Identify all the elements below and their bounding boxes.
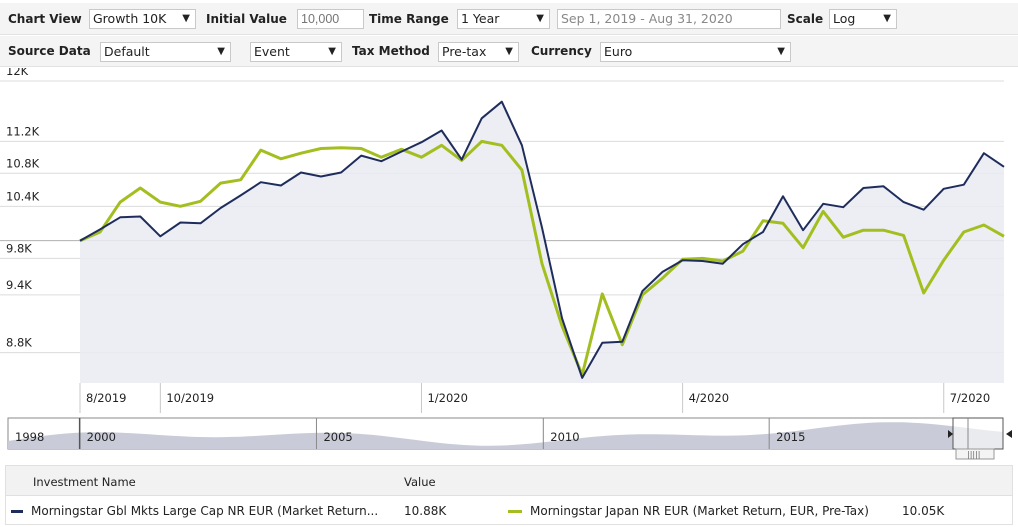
chart-area-fills xyxy=(80,101,1004,383)
y-tick-label: 11.2K xyxy=(6,124,40,138)
time-range-label: Time Range xyxy=(369,12,449,26)
navigator-history-area xyxy=(8,422,1003,449)
navigator-right-arrow-icon[interactable] xyxy=(948,430,953,438)
toolbar-primary: Chart View Growth 10K ▼ Initial Value Ti… xyxy=(0,3,1018,35)
currency-value: Euro xyxy=(604,44,633,59)
time-range-select[interactable]: 1 Year ▼ xyxy=(457,9,550,29)
x-tick-label: 4/2020 xyxy=(689,391,729,405)
toolbar-secondary: Source Data Default ▼ Event ▼ Tax Method… xyxy=(0,36,1018,67)
growth-chart: 8.8K 9.4K 9.8K 10.4K 10.8K 11.2K 12K 8/2019 10/… xyxy=(0,68,1018,463)
series-line-japan xyxy=(79,139,1005,377)
series-line-global xyxy=(79,100,1005,379)
y-tick-label: 10.4K xyxy=(6,189,40,203)
scale-label: Scale xyxy=(787,12,824,26)
chevron-down-icon: ▼ xyxy=(217,46,225,57)
row-investment-name[interactable]: Morningstar Japan NR EUR (Market Return,… xyxy=(530,504,869,518)
currency-label: Currency xyxy=(531,44,592,58)
tax-method-label: Tax Method xyxy=(352,44,430,58)
navigator-year-label: 2010 xyxy=(550,430,579,444)
scale-select[interactable]: Log ▼ xyxy=(829,9,897,29)
header-value: Value xyxy=(404,475,436,489)
time-range-value: 1 Year xyxy=(461,11,500,26)
row-value: 10.05K xyxy=(902,504,945,518)
row-value: 10.88K xyxy=(404,504,447,518)
x-tick-label: 8/2019 xyxy=(86,391,126,405)
chevron-down-icon: ▼ xyxy=(328,46,336,57)
navigator-year-label: 2005 xyxy=(323,430,352,444)
source-data-select[interactable]: Default ▼ xyxy=(100,42,231,62)
x-tick-label: 7/2020 xyxy=(950,391,990,405)
navigator-left-arrow-icon[interactable] xyxy=(1006,430,1012,438)
tax-method-select[interactable]: Pre-tax ▼ xyxy=(438,42,519,62)
chevron-down-icon: ▼ xyxy=(536,13,544,24)
y-tick-label: 9.8K xyxy=(6,241,32,255)
navigator-selection[interactable] xyxy=(952,417,1004,450)
navigator-year-label: 2000 xyxy=(87,430,116,444)
y-axis: 8.8K 9.4K 9.8K 10.4K 10.8K 11.2K 12K xyxy=(6,68,40,350)
y-tick-label: 10.8K xyxy=(6,156,40,170)
x-tick-label: 10/2019 xyxy=(166,391,214,405)
legend-table: Investment Name Value Morningstar Gbl Mk… xyxy=(5,465,1013,525)
grip-icon: ||||| xyxy=(967,450,980,459)
chart-view-select[interactable]: Growth 10K ▼ xyxy=(89,9,196,29)
chart-view-label: Chart View xyxy=(8,12,82,26)
chart-lines xyxy=(79,100,1005,379)
row-investment-name[interactable]: Morningstar Gbl Mkts Large Cap NR EUR (M… xyxy=(31,504,379,518)
x-tick-label: 1/2020 xyxy=(427,391,467,405)
navigator-year-label: 2015 xyxy=(776,430,805,444)
initial-value-label: Initial Value xyxy=(206,12,287,26)
tax-method-value: Pre-tax xyxy=(442,44,487,59)
event-select[interactable]: Event ▼ xyxy=(250,42,342,62)
y-tick-label: 8.8K xyxy=(6,336,32,350)
chart-view-value: Growth 10K xyxy=(93,11,167,26)
series-area-fill xyxy=(80,101,1004,383)
source-data-label: Source Data xyxy=(8,44,91,58)
event-value: Event xyxy=(254,44,290,59)
navigator-year-label: 1998 xyxy=(15,430,44,444)
range-navigator[interactable]: 1998 2000 2005 2010 2015 ||||| xyxy=(7,417,1012,460)
series-swatch xyxy=(11,510,23,513)
navigator-scroll-handle[interactable] xyxy=(955,448,995,460)
source-data-value: Default xyxy=(104,44,150,59)
x-axis: 8/2019 10/2019 1/2020 4/2020 7/2020 xyxy=(79,383,990,413)
legend-table-header: Investment Name Value xyxy=(6,466,1012,496)
header-investment-name: Investment Name xyxy=(33,475,136,489)
series-swatch xyxy=(508,510,522,513)
chevron-down-icon: ▼ xyxy=(182,13,190,24)
y-tick-label: 9.4K xyxy=(6,278,32,292)
initial-value-input[interactable] xyxy=(297,9,364,29)
chevron-down-icon: ▼ xyxy=(883,13,891,24)
date-range-field[interactable]: Sep 1, 2019 - Aug 31, 2020 xyxy=(557,9,781,29)
y-tick-label: 12K xyxy=(6,68,29,78)
currency-select[interactable]: Euro ▼ xyxy=(600,42,791,62)
chevron-down-icon: ▼ xyxy=(777,46,785,57)
chevron-down-icon: ▼ xyxy=(505,46,513,57)
scale-value: Log xyxy=(833,11,856,26)
